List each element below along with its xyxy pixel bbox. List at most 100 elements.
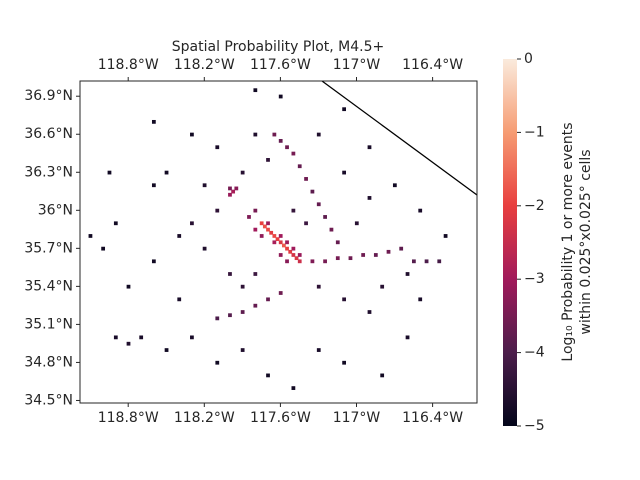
cell — [291, 253, 296, 257]
cell — [151, 259, 156, 264]
cell — [405, 335, 410, 340]
cell — [259, 234, 264, 238]
cell — [272, 132, 277, 137]
x-tick-label: 117°W — [333, 410, 381, 426]
cell — [266, 373, 270, 378]
cell — [367, 145, 372, 150]
cell — [437, 259, 442, 264]
cell — [228, 192, 232, 197]
cell — [190, 221, 194, 226]
cell — [373, 253, 378, 257]
colorbar-tick-label: −4 — [524, 345, 545, 361]
cell — [231, 189, 236, 194]
x-tick-label: 116.4°W — [402, 410, 463, 426]
cell — [335, 256, 340, 261]
cell — [323, 259, 327, 264]
cell — [367, 310, 372, 314]
x-tick-label: 117.6°W — [250, 410, 311, 426]
colorbar-tick-label: −2 — [524, 198, 545, 214]
cell — [177, 234, 182, 238]
cell — [139, 335, 144, 340]
cell — [316, 348, 321, 352]
cell — [291, 151, 296, 156]
cell — [291, 246, 296, 251]
cell — [266, 221, 270, 226]
cell — [113, 221, 118, 226]
cell — [342, 297, 347, 302]
cell — [297, 259, 302, 264]
cell — [164, 170, 169, 175]
cell — [202, 183, 207, 188]
y-tick-label: 35.1°N — [24, 316, 73, 332]
cell — [190, 335, 194, 340]
cell — [342, 170, 347, 175]
colorbar — [503, 59, 517, 426]
y-tick-label: 36.9°N — [24, 88, 73, 104]
cell — [253, 132, 258, 137]
cell — [367, 196, 372, 200]
cell — [215, 360, 220, 365]
cell — [342, 107, 347, 112]
cell — [278, 291, 283, 295]
cell — [190, 132, 194, 137]
y-tick-label: 36.3°N — [24, 164, 73, 180]
cell — [266, 158, 270, 162]
cell — [304, 177, 308, 181]
cell — [151, 183, 156, 188]
cell — [304, 221, 308, 226]
cell — [392, 183, 397, 188]
cell — [215, 208, 220, 213]
x-tick-label: 118.8°W — [98, 410, 159, 426]
y-tick-label: 36.6°N — [24, 126, 73, 142]
cell — [380, 284, 385, 289]
cell — [278, 253, 283, 257]
cell — [411, 259, 416, 264]
cell — [291, 386, 296, 390]
cell — [240, 170, 245, 175]
fault-line — [321, 80, 478, 196]
cell — [329, 227, 334, 232]
cell — [234, 186, 239, 191]
cell — [297, 164, 302, 169]
cell — [164, 348, 169, 352]
cell — [297, 253, 302, 257]
colorbar-tick-label: −3 — [524, 271, 545, 287]
cell — [342, 360, 347, 365]
cell — [316, 202, 321, 207]
x-tick-label-top: 116.4°W — [402, 57, 463, 73]
cell — [278, 240, 283, 245]
cell — [285, 259, 289, 264]
cell — [253, 272, 258, 276]
cell — [281, 243, 286, 248]
cell — [386, 249, 391, 254]
x-tick-label-top: 118.8°W — [98, 57, 159, 73]
y-tick-label: 35.4°N — [24, 278, 73, 294]
cell — [253, 208, 258, 213]
cell — [107, 170, 112, 175]
cell — [215, 316, 220, 321]
cell — [215, 145, 220, 150]
plot-frame — [79, 80, 478, 404]
cell — [361, 253, 366, 257]
cell — [278, 94, 283, 99]
cell — [126, 341, 131, 346]
x-tick-label-top: 117.6°W — [250, 57, 311, 73]
cell — [275, 237, 280, 242]
cell — [113, 335, 118, 340]
cell — [240, 310, 245, 314]
cell — [418, 208, 423, 213]
x-tick-label-top: 118.2°W — [174, 57, 235, 73]
y-tick-label: 34.8°N — [24, 354, 73, 370]
cell — [240, 284, 245, 289]
cell — [262, 224, 267, 229]
cell — [418, 297, 423, 302]
cell — [247, 215, 251, 219]
cell — [424, 259, 429, 264]
cell — [348, 256, 353, 261]
cell — [269, 230, 274, 235]
heatmap — [88, 88, 448, 390]
cell — [253, 303, 258, 308]
cell — [310, 189, 315, 194]
colorbar-label-line: within 0.025°x0.025° cells — [578, 149, 594, 334]
cell — [278, 138, 283, 143]
